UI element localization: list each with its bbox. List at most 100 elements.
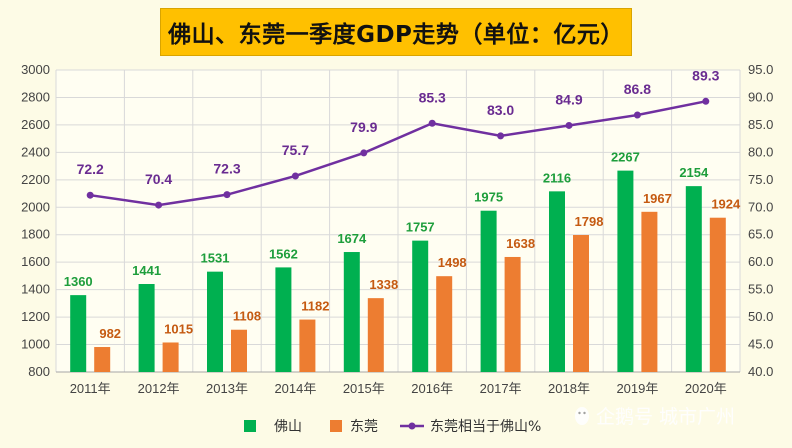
data-label-dongguan: 1182 — [301, 299, 329, 314]
x-tick-label: 2013年 — [206, 381, 248, 396]
data-label-ratio: 72.3 — [213, 161, 240, 177]
x-tick-label: 2017年 — [480, 381, 522, 396]
data-label-foshan: 1975 — [474, 190, 503, 205]
bar-foshan — [138, 284, 155, 372]
y-left-tick-label: 1200 — [21, 309, 50, 324]
bar-dongguan — [573, 235, 589, 372]
y-right-tick-label: 40.0 — [748, 364, 773, 379]
data-label-dongguan: 1798 — [575, 214, 604, 229]
data-label-ratio: 83.0 — [487, 102, 514, 118]
y-left-tick-label: 2800 — [21, 89, 50, 104]
data-label-ratio: 85.3 — [419, 89, 446, 105]
y-left-tick-label: 2400 — [21, 144, 50, 159]
y-left-tick-label: 2000 — [21, 199, 50, 214]
data-label-ratio: 86.8 — [624, 81, 651, 97]
y-left-tick-label: 1000 — [21, 337, 50, 352]
y-right-tick-label: 65.0 — [748, 227, 773, 242]
data-label-ratio: 75.7 — [282, 142, 309, 158]
ratio-marker — [633, 111, 641, 119]
legend-swatch-foshan — [244, 420, 256, 432]
y-right-tick-label: 75.0 — [748, 172, 773, 187]
bar-foshan — [617, 170, 634, 372]
ratio-marker — [291, 172, 299, 180]
penguin-icon — [575, 407, 589, 425]
bar-dongguan — [709, 217, 726, 372]
bar-foshan — [70, 295, 87, 372]
ratio-marker — [702, 97, 710, 105]
x-tick-label: 2015年 — [343, 381, 385, 396]
bar-dongguan — [641, 211, 658, 372]
data-label-dongguan: 1498 — [438, 255, 467, 270]
y-left-tick-label: 1400 — [21, 282, 50, 297]
bar-dongguan — [94, 347, 111, 372]
data-label-foshan: 1360 — [64, 274, 93, 289]
bar-dongguan — [162, 342, 179, 372]
ratio-marker — [565, 121, 573, 129]
bar-dongguan — [299, 319, 316, 372]
data-label-dongguan: 1108 — [233, 309, 261, 324]
x-tick-label: 2018年 — [548, 381, 590, 396]
chart-title-box: 佛山、东莞一季度GDP走势（单位：亿元） — [160, 8, 632, 56]
y-right-tick-label: 55.0 — [748, 282, 773, 297]
y-left-tick-label: 3000 — [21, 62, 50, 77]
data-label-dongguan: 1338 — [369, 277, 398, 292]
y-right-tick-label: 45.0 — [748, 337, 773, 352]
data-label-foshan: 1674 — [337, 231, 367, 246]
bar-dongguan — [436, 276, 453, 372]
x-tick-label: 2016年 — [411, 381, 453, 396]
watermark-text: 企鹅号 城市广州 — [596, 406, 735, 428]
bar-foshan — [207, 271, 223, 372]
bar-foshan — [480, 210, 497, 372]
y-right-tick-label: 80.0 — [748, 144, 773, 159]
data-label-dongguan: 1967 — [643, 191, 672, 206]
bar-dongguan — [231, 329, 247, 372]
data-label-foshan: 1531 — [201, 251, 230, 266]
bar-foshan — [412, 240, 429, 372]
x-tick-label: 2020年 — [685, 381, 727, 396]
data-label-dongguan: 982 — [99, 326, 121, 341]
data-label-foshan: 2267 — [611, 150, 640, 165]
bar-foshan — [549, 191, 565, 372]
data-label-foshan: 2154 — [679, 165, 709, 180]
bar-dongguan — [504, 256, 521, 372]
bar-foshan — [275, 267, 292, 372]
y-left-tick-label: 2200 — [21, 172, 50, 187]
legend-marker-ratio — [408, 422, 416, 430]
ratio-marker — [223, 191, 231, 199]
ratio-marker — [155, 201, 163, 209]
data-label-foshan: 1562 — [269, 246, 298, 261]
data-label-ratio: 84.9 — [555, 91, 582, 107]
y-right-tick-label: 60.0 — [748, 254, 773, 269]
legend-label-foshan: 佛山 — [274, 419, 302, 435]
bar-foshan — [343, 252, 360, 372]
y-right-tick-label: 50.0 — [748, 309, 773, 324]
y-left-tick-label: 1600 — [21, 254, 50, 269]
y-left-tick-label: 1800 — [21, 227, 50, 242]
legend-label-ratio: 东莞相当于佛山% — [430, 419, 541, 435]
legend-label-dongguan: 东莞 — [350, 419, 378, 435]
data-label-dongguan: 1638 — [506, 236, 535, 251]
y-right-tick-label: 90.0 — [748, 89, 773, 104]
data-label-dongguan: 1924 — [711, 197, 741, 212]
bar-dongguan — [367, 298, 384, 372]
y-left-tick-label: 800 — [28, 364, 50, 379]
x-tick-label: 2011年 — [70, 381, 111, 396]
data-label-ratio: 79.9 — [350, 119, 377, 135]
ratio-marker — [497, 132, 505, 140]
data-label-ratio: 89.3 — [692, 67, 719, 83]
data-label-ratio: 72.2 — [77, 161, 104, 177]
y-right-tick-label: 70.0 — [748, 199, 773, 214]
ratio-marker — [360, 149, 368, 157]
ratio-line — [90, 100, 707, 207]
x-tick-label: 2019年 — [616, 381, 658, 396]
legend-swatch-dongguan — [330, 420, 342, 432]
chart-title: 佛山、东莞一季度GDP走势（单位：亿元） — [168, 22, 624, 48]
data-label-foshan: 2116 — [543, 170, 571, 185]
data-label-foshan: 1441 — [132, 263, 161, 278]
y-right-tick-label: 95.0 — [748, 62, 773, 77]
x-tick-label: 2012年 — [138, 381, 180, 396]
y-left-tick-label: 2600 — [21, 117, 50, 132]
ratio-marker — [86, 191, 94, 199]
